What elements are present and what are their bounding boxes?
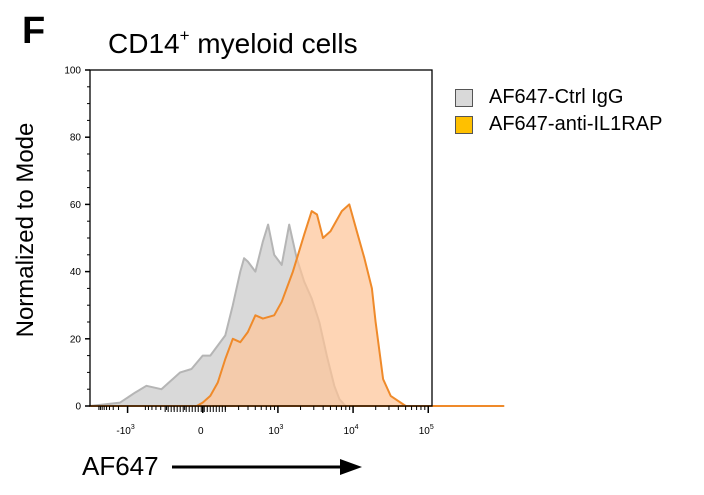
y-tick-label: 80 <box>70 133 82 144</box>
panel-letter: F <box>22 10 46 52</box>
legend-item-anti: AF647-anti-IL1RAP <box>455 111 662 138</box>
y-tick-label: 0 <box>75 402 81 413</box>
x-tick-label: 105 <box>419 424 434 437</box>
x-tick-label: 0 <box>198 426 204 437</box>
x-axis-label: AF647 <box>82 451 159 481</box>
chart-title-rest: myeloid cells <box>189 28 358 59</box>
y-tick-label: 20 <box>70 334 82 345</box>
x-axis-arrow <box>172 459 362 475</box>
x-tick-label: 104 <box>344 424 359 437</box>
legend-swatch-ctrl <box>455 88 473 107</box>
y-tick-label: 40 <box>70 267 82 278</box>
legend-label-ctrl: AF647-Ctrl IgG <box>489 86 624 108</box>
legend: AF647-Ctrl IgG AF647-anti-IL1RAP <box>455 84 662 138</box>
y-tick-label: 100 <box>64 66 81 77</box>
chart-title-superscript: + <box>179 26 190 45</box>
legend-item-ctrl: AF647-Ctrl IgG <box>455 84 662 111</box>
legend-label-anti: AF647-anti-IL1RAP <box>489 113 663 135</box>
legend-swatch-anti <box>455 115 473 134</box>
y-tick-label: 60 <box>70 200 82 211</box>
chart-title-main: CD14 <box>108 28 180 59</box>
series-area-2 <box>89 203 505 407</box>
x-tick-label: -103 <box>116 424 134 437</box>
x-tick-label: 103 <box>268 424 283 437</box>
chart-title: CD14+ myeloid cells <box>108 26 358 60</box>
